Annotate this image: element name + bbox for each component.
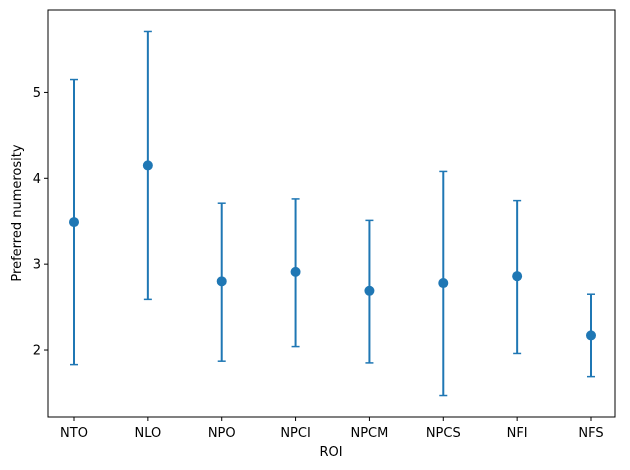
y-axis-ticks: 2 3 4 5 <box>33 86 48 359</box>
x-tick-label: NFS <box>578 426 603 441</box>
data-point <box>438 278 449 289</box>
x-tick-label: NPCS <box>426 426 461 441</box>
plot-area <box>47 9 616 418</box>
data-point <box>364 285 375 296</box>
data-point <box>216 276 227 287</box>
y-tick-label: 4 <box>33 172 41 187</box>
y-tick-label: 3 <box>33 258 41 273</box>
x-tick-label: NPCI <box>280 426 310 441</box>
y-axis-label: Preferred numerosity <box>10 144 25 281</box>
data-point <box>512 271 523 282</box>
data-marks <box>69 30 596 397</box>
x-axis-label: ROI <box>319 445 342 460</box>
x-axis-ticks: NTO NLO NPO NPCI NPCM NPCS NFI NFS <box>60 417 604 441</box>
data-point <box>69 217 79 228</box>
data-point <box>586 330 596 341</box>
x-tick-label: NPCM <box>350 426 388 441</box>
x-tick-label: NLO <box>134 426 161 441</box>
x-tick-label: NPO <box>208 426 236 441</box>
x-tick-label: NFI <box>507 426 528 441</box>
x-tick-label: NTO <box>60 426 88 441</box>
data-point <box>142 160 153 171</box>
data-point <box>290 266 301 277</box>
y-tick-label: 5 <box>33 86 41 101</box>
y-tick-label: 2 <box>33 344 41 359</box>
